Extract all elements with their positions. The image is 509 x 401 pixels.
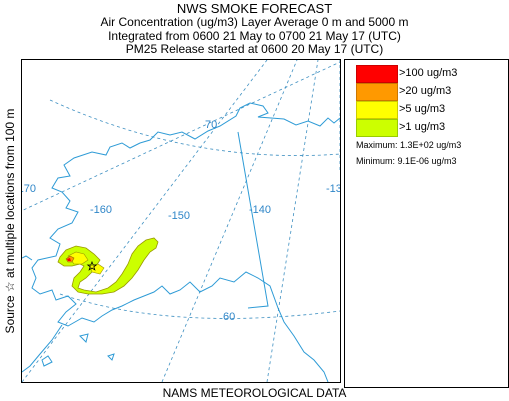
meridian-minus-150	[161, 60, 298, 382]
legend-swatch-lime	[356, 119, 398, 137]
latitude-60-label: 60	[223, 311, 236, 323]
concentration-legend: >100 ug/m3 >20 ug/m3 >5 ug/m3 >1 ug/m3 M…	[344, 59, 509, 388]
longitude-minus-150-label: -150	[168, 210, 191, 222]
legend-swatch-orange	[356, 83, 398, 101]
meridian-minus-140	[266, 60, 319, 382]
alaska-map	[22, 60, 340, 382]
latitude-70-line	[49, 99, 340, 156]
smoke-plume-outer	[57, 237, 159, 295]
source-star-icon	[86, 260, 98, 271]
minimum-value: Minimum: 9.1E-06 ug/m3	[356, 156, 457, 166]
concentration-subtitle: Air Concentration (ug/m3) Layer Average …	[100, 15, 409, 29]
us-canada-border	[237, 131, 269, 309]
latitude-60-line	[59, 293, 340, 319]
smoke-plume-inner	[67, 251, 89, 265]
longitude-minus-140-label: -140	[249, 204, 272, 216]
integration-period: Integrated from 0600 21 May to 0700 21 M…	[108, 29, 401, 43]
legend-label: >20 ug/m3	[399, 85, 452, 97]
meridian-minus-160	[22, 60, 268, 382]
legend-swatch-red	[356, 65, 398, 83]
release-start: PM25 Release started at 0600 20 May 17 (…	[125, 42, 384, 56]
forecast-title: NWS SMOKE FORECAST	[176, 1, 333, 16]
maximum-value: Maximum: 1.3E+02 ug/m3	[356, 140, 462, 150]
longitude-minus-130-label: -130	[326, 183, 340, 195]
coastal-islands	[41, 333, 115, 367]
longitude-minus-170-label: -170	[22, 183, 37, 195]
smoke-plume-secondary	[89, 263, 105, 275]
meridian-minus-170	[22, 61, 340, 212]
data-source-footer: NAMS METEOROLOGICAL DATA	[162, 386, 347, 400]
latitude-70-label: 70	[205, 119, 218, 131]
smoke-plume-peak	[67, 258, 71, 261]
source-location-label: Source ☆ at multiple locations from 100 …	[3, 108, 17, 334]
legend-swatch-yellow	[356, 101, 398, 119]
longitude-minus-160-label: -160	[90, 204, 113, 216]
map-panel: 70 60 -170 -160 -150 -140 -130	[21, 59, 341, 383]
legend-label: >5 ug/m3	[399, 103, 446, 115]
legend-label: >1 ug/m3	[399, 121, 446, 133]
alaska-coastline	[22, 102, 340, 382]
legend-label: >100 ug/m3	[399, 67, 458, 79]
